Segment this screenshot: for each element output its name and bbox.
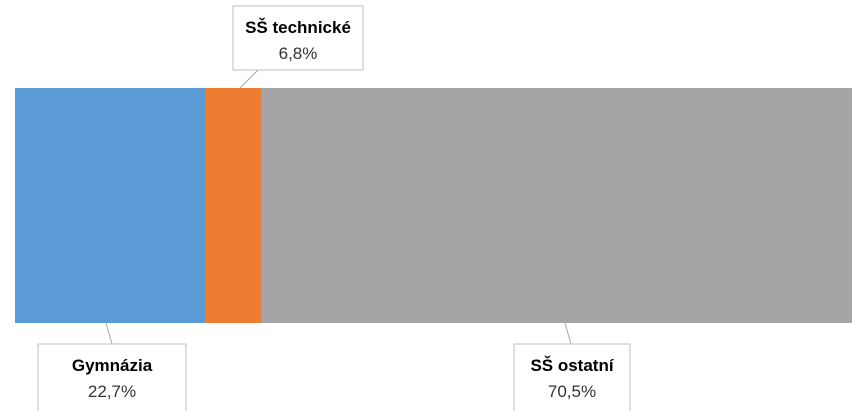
category-label: Gymnázia xyxy=(72,356,153,375)
value-label: 6,8% xyxy=(279,44,318,63)
leader-line-ss-ostatni xyxy=(564,322,572,345)
bar-segment-gymnazia xyxy=(15,88,205,323)
category-label: SŠ ostatní xyxy=(530,356,614,375)
data-label-box xyxy=(37,343,187,411)
data-label-ss-technicke: SŠ technické 6,8% xyxy=(232,5,364,71)
leader-lines xyxy=(105,69,572,345)
bar-segments xyxy=(15,88,852,323)
data-label-ss-ostatni: SŠ ostatní 70,5% xyxy=(513,343,631,411)
bar-segment-ss-ostatni xyxy=(261,88,852,323)
data-labels: Gymnázia 22,7% SŠ technické 6,8% SŠ ostatní 7… xyxy=(37,5,631,411)
value-label: 70,5% xyxy=(548,382,596,401)
category-label: SŠ technické xyxy=(245,18,351,37)
data-label-box xyxy=(513,343,631,411)
data-label-box xyxy=(232,5,364,71)
leader-line-gymnazia xyxy=(105,322,113,345)
value-label: 22,7% xyxy=(88,382,136,401)
bar-segment-ss-technicke xyxy=(204,88,262,323)
data-label-gymnazia: Gymnázia 22,7% xyxy=(37,343,187,411)
leader-line-ss-technicke xyxy=(239,69,259,89)
